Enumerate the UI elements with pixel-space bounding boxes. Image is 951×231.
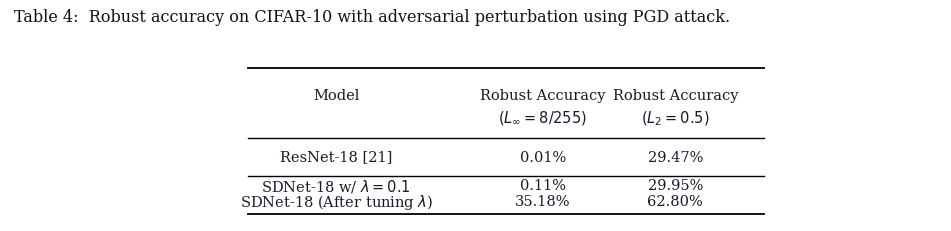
Text: 0.01%: 0.01% xyxy=(519,151,566,164)
Text: Robust Accuracy: Robust Accuracy xyxy=(612,89,738,103)
Text: SDNet-18 w/ $\lambda = 0.1$: SDNet-18 w/ $\lambda = 0.1$ xyxy=(262,178,411,195)
Text: 35.18%: 35.18% xyxy=(514,195,571,209)
Text: Robust Accuracy: Robust Accuracy xyxy=(480,89,606,103)
Text: ResNet-18 [21]: ResNet-18 [21] xyxy=(281,151,393,164)
Text: 29.47%: 29.47% xyxy=(648,151,703,164)
Text: SDNet-18 (After tuning $\lambda$): SDNet-18 (After tuning $\lambda$) xyxy=(240,192,433,212)
Text: Table 4:  Robust accuracy on CIFAR-10 with adversarial perturbation using PGD at: Table 4: Robust accuracy on CIFAR-10 wit… xyxy=(14,9,730,26)
Text: 62.80%: 62.80% xyxy=(648,195,703,209)
Text: 29.95%: 29.95% xyxy=(648,179,703,193)
Text: Model: Model xyxy=(313,89,359,103)
Text: 0.11%: 0.11% xyxy=(519,179,566,193)
Text: $(L_2 = 0.5)$: $(L_2 = 0.5)$ xyxy=(641,109,709,128)
Text: $(L_\infty = 8/255)$: $(L_\infty = 8/255)$ xyxy=(498,109,587,128)
